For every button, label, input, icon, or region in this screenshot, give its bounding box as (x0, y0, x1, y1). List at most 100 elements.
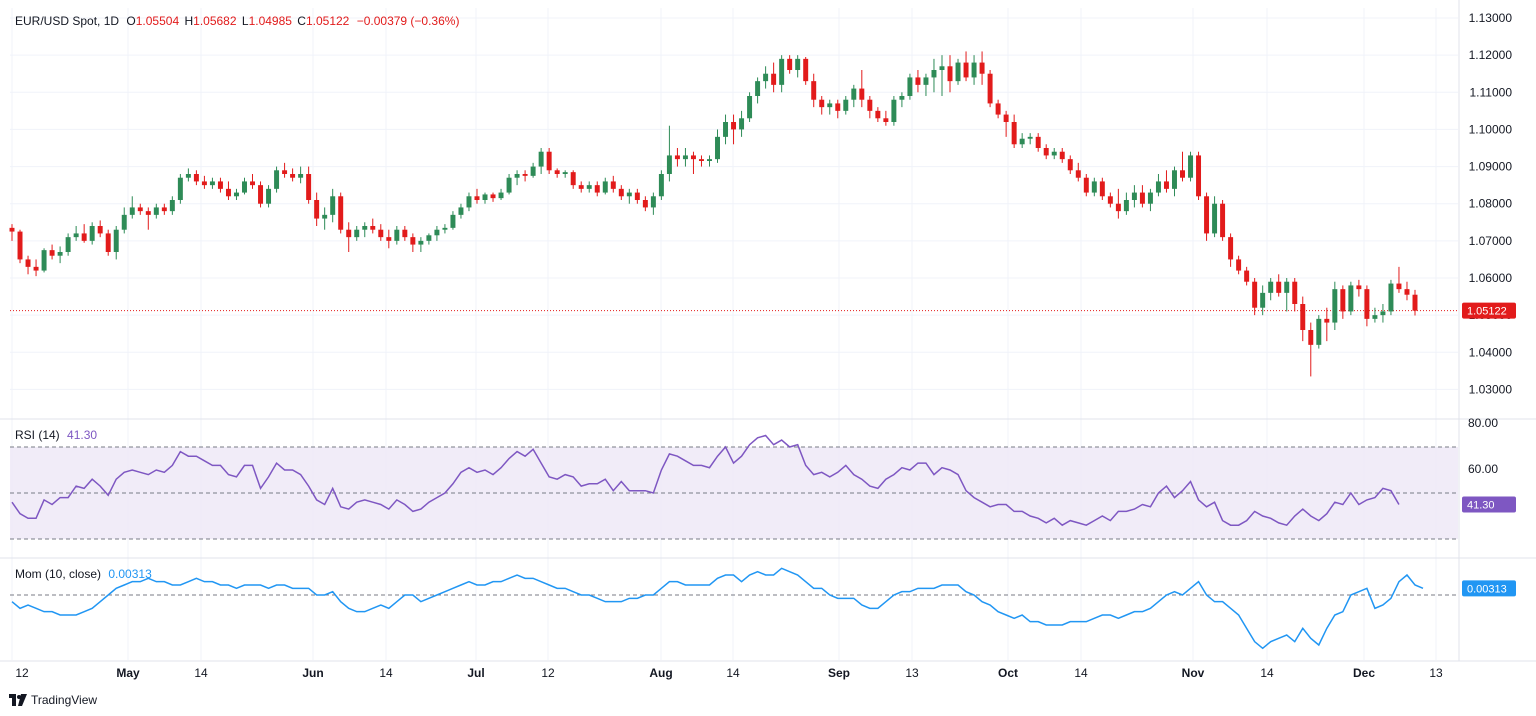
candle-body (338, 196, 344, 230)
candle-body (570, 172, 576, 186)
candle-body (193, 174, 199, 182)
candle-body (586, 185, 592, 189)
candle-body (434, 229, 440, 236)
candle-body (658, 174, 664, 197)
candle-body (394, 229, 400, 241)
candle-body (258, 185, 264, 204)
candle-body (506, 177, 512, 193)
candle-body (209, 181, 215, 186)
candle-body (690, 155, 696, 160)
candle-body (185, 174, 191, 178)
rsi-axis: 80.00 60.00 (1468, 416, 1498, 476)
candle-body (33, 266, 39, 271)
candle-body (546, 151, 552, 171)
candles[interactable] (9, 51, 1418, 377)
candle-body (610, 181, 616, 189)
candle-body (346, 229, 352, 238)
candle-body (250, 181, 255, 186)
rsi-guides (10, 446, 1458, 540)
candle-body (827, 103, 833, 108)
candle-body (1099, 181, 1105, 197)
close-label: C (297, 14, 306, 28)
candle-body (1212, 203, 1218, 234)
time-tick-label: Nov (1182, 666, 1205, 680)
candle-body (843, 99, 849, 111)
rsi-tick-label: 60.00 (1468, 462, 1498, 476)
candle-body (987, 73, 993, 104)
momentum-legend: Mom (10, close) 0.00313 (15, 567, 152, 581)
candle-body (233, 192, 239, 197)
candle-body (626, 192, 632, 197)
mom-tag-label: 0.00313 (1467, 583, 1507, 595)
candle-body (955, 62, 961, 82)
candle-body (73, 233, 79, 238)
candle-body (602, 181, 608, 193)
candle-body (739, 118, 745, 130)
candle-body (731, 122, 737, 130)
candle-body (963, 62, 969, 78)
price-tick-label: 1.07000 (1469, 234, 1513, 248)
brand-name: TradingView (31, 693, 98, 707)
candle-body (426, 235, 432, 241)
candle-body (1396, 283, 1402, 290)
candle-body (642, 200, 648, 208)
candle-body (105, 233, 111, 252)
candle-body (274, 170, 280, 189)
time-tick-label: Dec (1353, 666, 1375, 680)
tradingview-logo[interactable]: TradingView (9, 693, 97, 707)
candle-body (1220, 203, 1226, 238)
candle-body (121, 214, 127, 230)
candle-body (402, 229, 408, 238)
candle-body (851, 88, 857, 100)
candle-body (490, 194, 496, 199)
candle-body (803, 58, 809, 82)
close-value: 1.05122 (305, 14, 350, 28)
candle-body (362, 226, 368, 230)
candle-body (554, 170, 560, 174)
candle-body (97, 226, 103, 234)
candle-body (771, 73, 777, 85)
rsi-title[interactable]: RSI (14) (15, 428, 60, 442)
candle-body (1027, 136, 1033, 139)
symbol-title[interactable]: EUR/USD Spot, 1D (15, 14, 120, 28)
candle-body (931, 70, 937, 78)
time-tick-label: 14 (1260, 666, 1274, 680)
time-tick-label: 13 (905, 666, 919, 680)
high-label: H (184, 14, 194, 28)
candle-body (1268, 281, 1274, 293)
candle-body (81, 233, 87, 241)
candle-body (1180, 170, 1185, 178)
time-tick-label: 14 (379, 666, 393, 680)
candle-body (1075, 170, 1081, 178)
momentum-line (11, 567, 1424, 650)
candle-body (875, 110, 881, 119)
candle-body (322, 214, 328, 219)
price-axis[interactable]: 1.13000 1.12000 1.11000 1.10000 1.09000 1.080… (1469, 11, 1513, 396)
candle-body (787, 58, 793, 70)
candle-body (538, 151, 544, 167)
candle-body (1324, 318, 1330, 323)
time-tick-label: 14 (194, 666, 208, 680)
candle-body (1003, 114, 1009, 122)
candle-body (1091, 181, 1097, 193)
candle-body (330, 196, 336, 215)
candle-body (1115, 203, 1121, 212)
candle-body (1380, 311, 1386, 316)
candle-body (1260, 292, 1266, 308)
candle-body (1131, 192, 1137, 200)
momentum-title[interactable]: Mom (10, close) (15, 567, 102, 581)
mom-tag: 0.00313 (1462, 580, 1516, 597)
grid (10, 8, 1458, 660)
time-axis[interactable]: 12 May 14 Jun 14 Jul 12 Aug 14 Sep 13 Oct 14 Nov 14 Dec… (15, 666, 1443, 680)
candle-body (450, 214, 456, 228)
candle-body (482, 194, 488, 200)
candle-body (266, 188, 272, 204)
candle-body (25, 259, 31, 267)
open-value: 1.05504 (135, 14, 180, 28)
candle-body (947, 66, 953, 82)
candle-body (666, 155, 672, 174)
candle-body (49, 250, 55, 256)
candle-body (1147, 192, 1153, 204)
candle-body (674, 155, 680, 160)
